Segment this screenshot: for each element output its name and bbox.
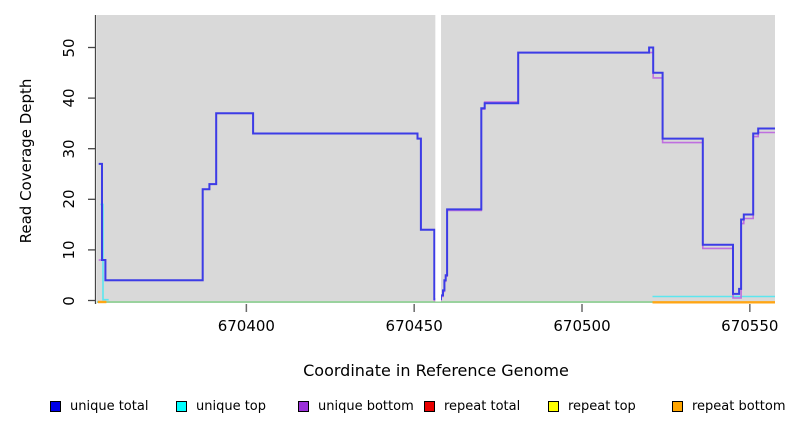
legend-item-repeat-total: repeat total	[424, 398, 521, 414]
legend-label: unique top	[196, 398, 267, 414]
repeat-bottom-swatch-icon	[672, 400, 683, 412]
unique-bottom-swatch-icon	[298, 400, 309, 412]
legend-item-unique-bottom: unique bottom	[298, 398, 414, 414]
y-tick-label: 50	[60, 37, 78, 58]
y-tick-label: 40	[60, 88, 78, 108]
legend-label: repeat bottom	[692, 398, 786, 414]
x-tick-label: 670550	[721, 317, 779, 335]
legend-label: repeat total	[444, 398, 521, 414]
legend-item-repeat-bottom: repeat bottom	[672, 398, 786, 414]
legend-item-unique-top: unique top	[176, 398, 267, 414]
legend-label: repeat top	[568, 398, 636, 414]
y-tick-label: 0	[60, 295, 78, 306]
y-tick-label: 10	[60, 240, 78, 260]
y-tick-label: 20	[60, 189, 78, 209]
unique-top-swatch-icon	[176, 400, 187, 412]
x-tick-label: 670400	[217, 317, 275, 335]
repeat-top-swatch-icon	[548, 400, 559, 412]
legend-label: unique total	[70, 398, 149, 414]
legend-label: unique bottom	[318, 398, 414, 414]
y-tick-label: 30	[60, 139, 78, 159]
x-tick-label: 670500	[553, 317, 611, 335]
legend-item-unique-total: unique total	[50, 398, 149, 414]
unique-total-swatch-icon	[50, 400, 61, 412]
y-axis-title: Read Coverage Depth	[17, 78, 35, 244]
x-tick-label: 670450	[385, 317, 443, 335]
x-axis-title: Coordinate in Reference Genome	[303, 361, 569, 380]
repeat-total-swatch-icon	[424, 400, 435, 412]
legend-item-repeat-top: repeat top	[548, 398, 636, 414]
